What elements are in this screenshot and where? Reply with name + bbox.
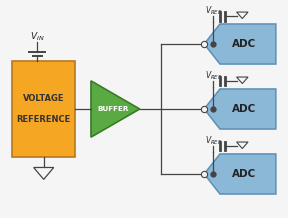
Polygon shape	[204, 89, 276, 129]
Text: $V_{REF}$: $V_{REF}$	[206, 134, 223, 147]
Text: $V_{IN}$: $V_{IN}$	[30, 30, 45, 43]
Text: ADC: ADC	[232, 39, 256, 49]
Text: $V_{REF}$: $V_{REF}$	[206, 4, 223, 17]
Polygon shape	[12, 61, 75, 157]
Text: BUFFER: BUFFER	[98, 106, 129, 112]
Text: VOLTAGE: VOLTAGE	[23, 94, 65, 103]
Polygon shape	[204, 24, 276, 64]
Polygon shape	[204, 154, 276, 194]
Text: ADC: ADC	[232, 104, 256, 114]
Polygon shape	[236, 12, 248, 19]
Polygon shape	[34, 167, 54, 179]
Polygon shape	[236, 77, 248, 83]
Polygon shape	[91, 81, 140, 137]
Text: REFERENCE: REFERENCE	[17, 115, 71, 124]
Text: $V_{REF}$: $V_{REF}$	[206, 69, 223, 82]
Text: ADC: ADC	[232, 169, 256, 179]
Polygon shape	[236, 142, 248, 148]
